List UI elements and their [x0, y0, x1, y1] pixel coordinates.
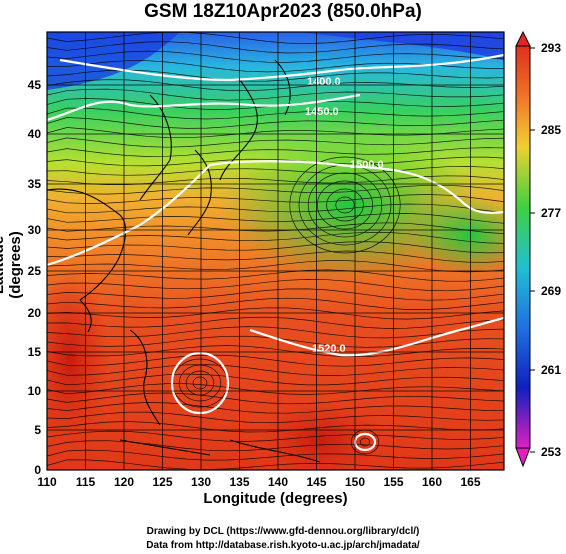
y-tick-label: 20 [28, 306, 42, 320]
colorbar: 293 285 277 269 261 253 [515, 30, 561, 468]
vortex-streamline [185, 370, 215, 396]
vortex-streamline [335, 196, 355, 214]
colorbar-tick-label: 253 [541, 445, 561, 459]
credit-data-source: Data from http://database.rish.kyoto-u.a… [146, 540, 420, 551]
colorbar-tick-label: 293 [541, 41, 561, 55]
y-axis-label: Latitude (degrees) [0, 231, 24, 299]
x-tick-label: 135 [229, 475, 249, 489]
colorbar-top-arrow [515, 30, 531, 47]
y-tick-label: 25 [28, 264, 42, 278]
chart-title: GSM 18Z10Apr2023 (850.0hPa) [144, 1, 422, 22]
plot-frame [46, 31, 505, 471]
wind-streamlines [47, 32, 504, 470]
x-tick-label: 145 [306, 475, 326, 489]
contour-label-1400: 1400.0 [307, 76, 341, 88]
vortex-streamline [326, 188, 364, 222]
y-tick-label: 45 [28, 78, 42, 92]
x-tick-labels: 110 115 120 125 130 135 140 145 150 155 … [37, 475, 481, 489]
vortex-streamline [192, 376, 208, 390]
colorbar-tick-label: 285 [541, 123, 561, 137]
y-tick-label: 0 [34, 463, 41, 477]
y-tick-label: 40 [28, 127, 42, 141]
vortex-streamline [317, 180, 373, 230]
vortex-streamline [178, 364, 222, 402]
contour-label-1500: 1500.0 [350, 159, 384, 171]
colorbar-bottom-arrow [515, 447, 531, 468]
contour-label-1450: 1450.0 [305, 106, 339, 118]
x-tick-label: 155 [383, 475, 403, 489]
x-tick-label: 165 [460, 475, 480, 489]
vortex-streamline [307, 172, 383, 238]
vortex-streamline [289, 156, 401, 254]
x-tick-label: 120 [114, 475, 134, 489]
x-axis-label: Longitude (degrees) [203, 490, 348, 507]
y-tick-label: 30 [28, 223, 42, 237]
y-tick-label: 5 [34, 423, 41, 437]
x-tick-label: 125 [152, 475, 172, 489]
colorbar-body [515, 45, 531, 449]
colorbar-tick-label: 261 [541, 363, 561, 377]
x-tick-label: 130 [191, 475, 211, 489]
height-contours [47, 53, 504, 452]
lat-lon-grid [47, 32, 504, 470]
temperature-field [47, 32, 504, 470]
y-tick-labels: 0 5 10 15 20 25 30 35 40 45 [28, 78, 42, 477]
colorbar-tick-label: 277 [541, 206, 561, 220]
x-tick-label: 140 [268, 475, 288, 489]
contour-label-1520: 1520.0 [312, 343, 346, 355]
y-tick-label: 35 [28, 177, 42, 191]
vortex-streamline [360, 437, 370, 447]
x-tick-label: 160 [422, 475, 442, 489]
x-tick-label: 150 [345, 475, 365, 489]
x-tick-label: 115 [76, 475, 96, 489]
credit-drawing: Drawing by DCL (https://www.gfd-dennou.o… [146, 526, 420, 537]
x-tick-label: 110 [37, 475, 57, 489]
colorbar-tick-label: 269 [541, 284, 561, 298]
y-tick-label: 10 [28, 384, 42, 398]
y-tick-label: 15 [28, 345, 42, 359]
